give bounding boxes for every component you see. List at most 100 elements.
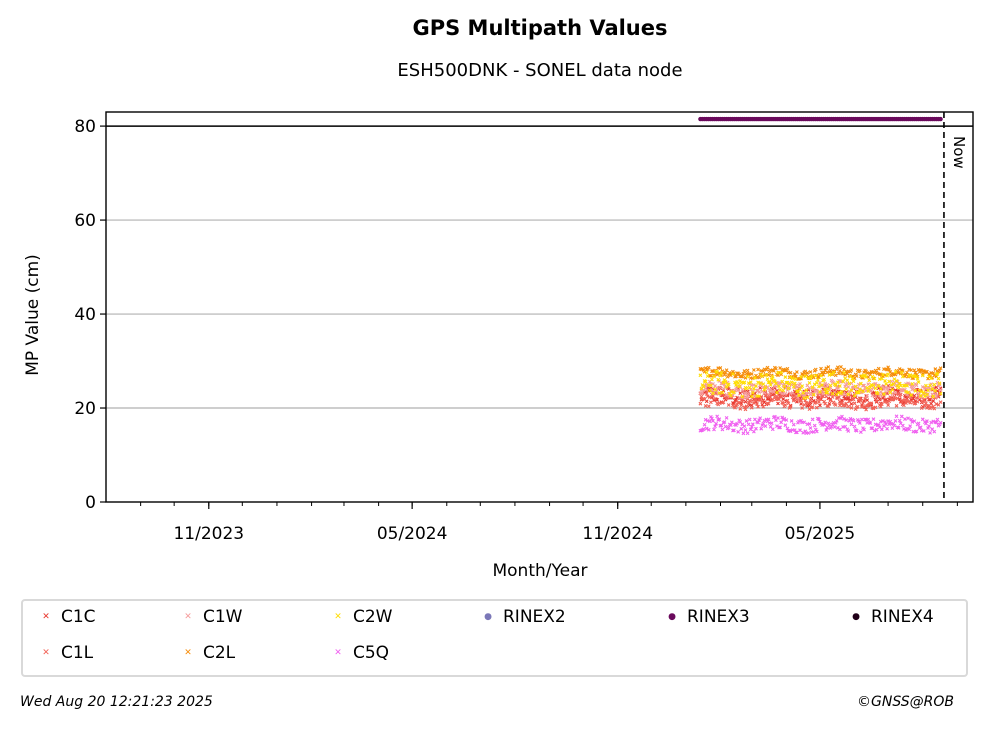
data-point <box>818 389 822 394</box>
data-point <box>772 384 777 389</box>
data-point <box>705 374 710 378</box>
data-point <box>717 417 722 422</box>
data-point <box>910 420 915 424</box>
data-point <box>873 405 878 410</box>
data-point <box>933 367 938 371</box>
data-point <box>750 389 755 394</box>
data-point <box>921 429 926 433</box>
data-point <box>753 375 757 380</box>
data-point <box>803 374 808 379</box>
data-point <box>746 391 751 396</box>
data-point <box>853 384 858 389</box>
data-point <box>829 424 834 429</box>
data-point <box>936 376 941 381</box>
data-point <box>776 416 780 420</box>
data-point <box>712 427 716 432</box>
data-point <box>878 404 883 409</box>
data-point <box>778 387 782 392</box>
data-point <box>878 390 883 394</box>
data-point <box>818 419 822 424</box>
legend-label: C1C <box>61 607 96 627</box>
data-point <box>912 368 917 373</box>
data-point <box>728 373 733 378</box>
data-point <box>784 380 789 385</box>
legend-item-c5q: ✕ C5Q <box>329 643 389 663</box>
data-point <box>932 429 937 434</box>
data-point <box>871 417 876 421</box>
data-point <box>797 393 801 398</box>
data-point <box>719 370 724 375</box>
data-point <box>756 404 760 409</box>
legend-label: RINEX2 <box>503 607 566 627</box>
data-point <box>822 422 827 427</box>
data-point <box>715 370 720 374</box>
series-layer <box>698 116 943 436</box>
legend-item-c1c: ✕ C1C <box>37 607 96 627</box>
data-point <box>858 381 863 386</box>
data-point <box>884 397 888 402</box>
data-point <box>762 387 767 392</box>
data-point <box>712 374 716 379</box>
data-point <box>774 381 778 386</box>
data-point <box>879 427 884 432</box>
data-point <box>818 403 822 408</box>
data-point <box>714 421 719 426</box>
data-point <box>723 370 728 375</box>
data-point <box>783 375 788 379</box>
data-point <box>762 390 767 395</box>
data-point <box>784 418 789 422</box>
data-point <box>839 365 843 369</box>
data-point <box>722 420 727 424</box>
data-point <box>786 386 791 391</box>
x-tick-label: 11/2023 <box>173 524 244 544</box>
data-point <box>760 399 765 404</box>
data-point <box>869 426 874 431</box>
data-point <box>751 383 756 387</box>
data-point <box>873 368 878 373</box>
data-point <box>849 368 854 372</box>
data-point <box>874 400 879 404</box>
data-point <box>756 420 760 425</box>
data-point <box>732 390 736 395</box>
data-point <box>935 372 940 376</box>
data-point <box>906 416 910 421</box>
data-point <box>822 399 827 404</box>
data-point <box>886 365 891 370</box>
data-point <box>806 431 811 435</box>
data-point <box>909 417 914 422</box>
data-point <box>735 421 739 426</box>
data-point <box>893 391 898 395</box>
data-point <box>701 384 706 389</box>
data-point <box>899 414 904 419</box>
legend-item-c1w: ✕ C1W <box>179 607 242 627</box>
data-point <box>901 427 906 431</box>
data-point <box>820 394 824 399</box>
data-point <box>874 399 879 403</box>
data-point <box>904 401 908 406</box>
data-point <box>833 403 838 407</box>
data-point <box>736 400 741 405</box>
data-point <box>770 374 775 379</box>
data-point <box>876 423 881 428</box>
data-point <box>865 385 870 390</box>
data-point <box>732 428 736 433</box>
data-point <box>890 387 895 392</box>
data-point <box>790 376 795 381</box>
data-point <box>894 379 899 383</box>
data-point <box>847 381 852 386</box>
data-point <box>915 376 920 381</box>
data-point <box>811 392 816 397</box>
data-point <box>718 385 723 390</box>
data-point <box>802 396 807 401</box>
data-point <box>771 389 776 394</box>
data-point <box>748 380 753 385</box>
data-point <box>728 423 733 427</box>
data-point <box>710 377 714 382</box>
data-point <box>795 430 799 435</box>
data-point <box>929 376 934 381</box>
data-point <box>887 368 892 372</box>
data-point <box>749 405 754 410</box>
data-point <box>919 406 924 411</box>
data-point <box>926 388 930 393</box>
data-point <box>713 396 717 401</box>
